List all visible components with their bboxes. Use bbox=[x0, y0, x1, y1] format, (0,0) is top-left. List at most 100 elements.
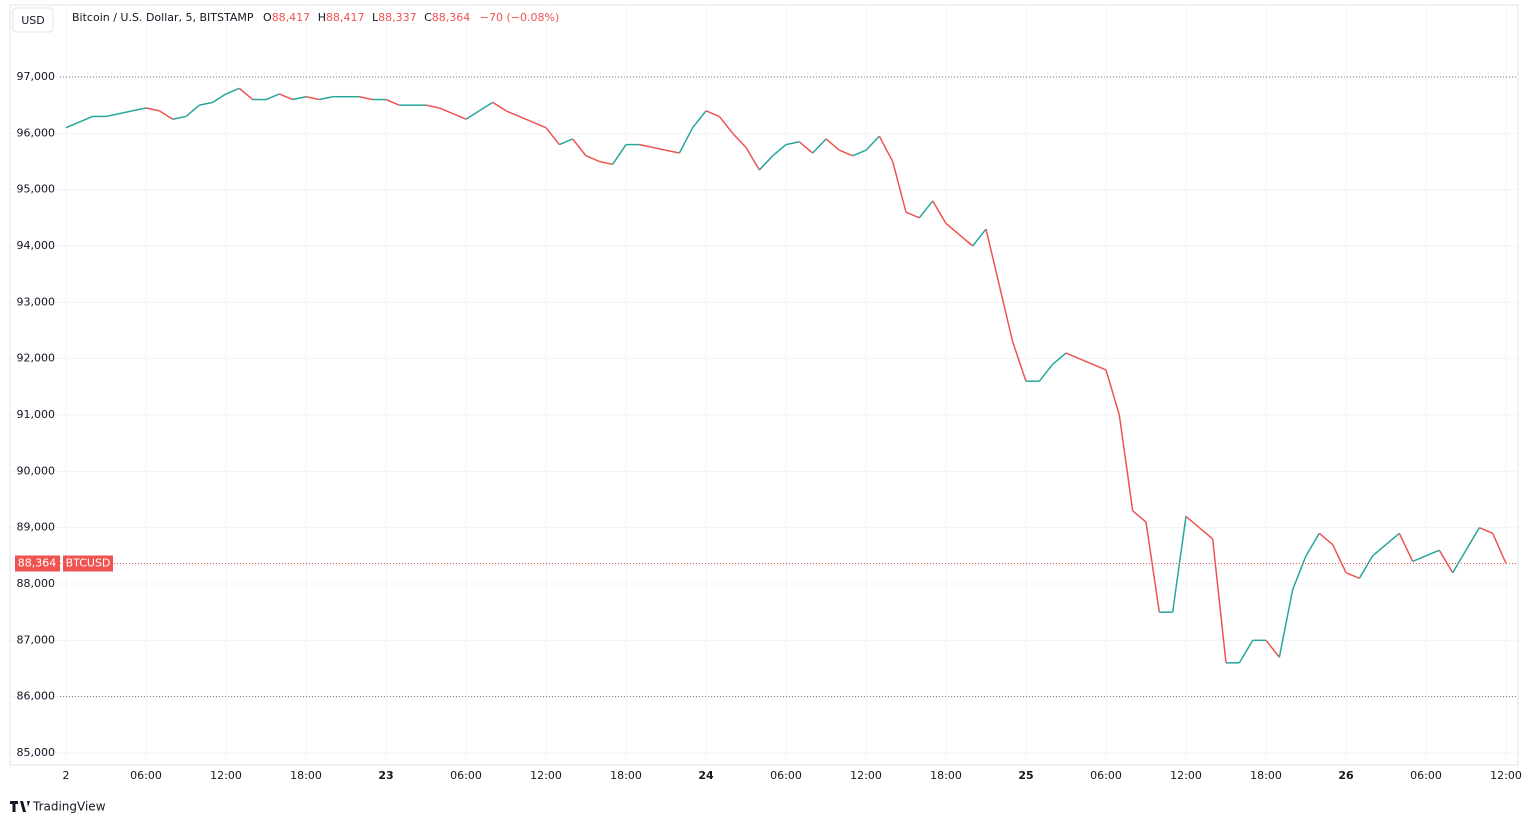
y-tick-label: 86,000 bbox=[17, 690, 56, 703]
price-segment bbox=[1079, 357, 1093, 365]
x-tick-label: 12:00 bbox=[1170, 769, 1202, 782]
x-tick-label: 06:00 bbox=[450, 769, 482, 782]
y-tick-label: 91,000 bbox=[17, 408, 56, 421]
price-segment bbox=[972, 228, 987, 247]
price-segment bbox=[1479, 526, 1493, 534]
price-segment bbox=[905, 211, 920, 219]
price-segment bbox=[891, 161, 907, 213]
last-price-box bbox=[15, 555, 60, 572]
y-tick-label: 90,000 bbox=[17, 464, 56, 477]
x-tick-label: 2 bbox=[63, 769, 70, 782]
price-segment bbox=[1491, 532, 1507, 564]
price-segment bbox=[1291, 555, 1307, 590]
price-segment bbox=[452, 112, 467, 120]
price-segment bbox=[238, 87, 254, 101]
price-segment bbox=[1211, 538, 1227, 663]
price-segment bbox=[758, 155, 774, 171]
x-tick-label: 12:00 bbox=[530, 769, 562, 782]
price-segment bbox=[772, 144, 787, 157]
high: 88,417 bbox=[326, 11, 365, 24]
price-segment bbox=[1331, 544, 1347, 574]
price-segment bbox=[1345, 572, 1360, 580]
price-segment bbox=[985, 228, 1001, 286]
price-segment bbox=[1398, 532, 1414, 562]
price-segment bbox=[199, 101, 213, 106]
price-segment bbox=[1372, 543, 1387, 557]
price-segment bbox=[1198, 527, 1214, 540]
change: −70 (−0.08%) bbox=[480, 11, 559, 24]
x-tick-label: 18:00 bbox=[930, 769, 962, 782]
l-key: L bbox=[372, 11, 379, 24]
brand: TradingView bbox=[32, 800, 106, 814]
price-segment bbox=[65, 121, 80, 129]
price-segment bbox=[132, 107, 147, 112]
price-segment bbox=[212, 93, 227, 103]
price-segment bbox=[798, 141, 814, 154]
y-tick-label: 88,000 bbox=[17, 577, 56, 590]
price-segment bbox=[439, 107, 453, 115]
c-key: C bbox=[424, 11, 432, 24]
x-tick-label: 25 bbox=[1018, 769, 1033, 782]
y-tick-label: 97,000 bbox=[17, 70, 56, 83]
open: 88,417 bbox=[272, 11, 311, 24]
x-tick-label: 23 bbox=[378, 769, 393, 782]
price-segment bbox=[225, 87, 240, 95]
price-segment bbox=[532, 121, 547, 129]
x-tick-label: 12:00 bbox=[1490, 769, 1522, 782]
price-segment bbox=[998, 285, 1014, 342]
x-tick-label: 06:00 bbox=[1090, 769, 1122, 782]
price-segment bbox=[545, 127, 560, 146]
x-tick-label: 26 bbox=[1338, 769, 1354, 782]
x-tick-label: 24 bbox=[698, 769, 714, 782]
price-segment bbox=[292, 95, 307, 101]
price-segment bbox=[1065, 352, 1080, 360]
price-segment bbox=[852, 149, 867, 157]
y-tick-label: 85,000 bbox=[17, 746, 56, 759]
price-segment bbox=[1412, 555, 1427, 563]
price-segment bbox=[265, 93, 280, 101]
x-tick-label: 18:00 bbox=[610, 769, 642, 782]
price-segment bbox=[79, 115, 93, 123]
price-segment bbox=[718, 115, 734, 134]
price-segment bbox=[918, 200, 934, 219]
price-segment bbox=[505, 110, 520, 118]
chart-frame bbox=[9, 4, 1519, 766]
price-segment bbox=[1452, 549, 1467, 574]
price-segment bbox=[958, 234, 974, 247]
price-segment bbox=[1358, 555, 1374, 579]
price-segment bbox=[279, 93, 293, 101]
price-segment bbox=[599, 160, 613, 166]
price-segment bbox=[612, 144, 627, 165]
price-segment bbox=[665, 149, 680, 154]
price-segment bbox=[1278, 589, 1294, 658]
price-segment bbox=[1105, 369, 1121, 416]
price-segment bbox=[1132, 510, 1147, 523]
price-segment bbox=[105, 112, 120, 118]
price-segment bbox=[1011, 341, 1027, 382]
price-segment bbox=[1171, 516, 1187, 613]
price-segment bbox=[1118, 414, 1134, 511]
x-tick-label: 06:00 bbox=[1410, 769, 1442, 782]
price-segment bbox=[1318, 532, 1334, 546]
price-segment bbox=[1145, 521, 1161, 613]
symbol-label: BTCUSD bbox=[66, 556, 111, 569]
price-segment bbox=[1438, 549, 1454, 574]
price-segment bbox=[492, 101, 507, 112]
price-segment bbox=[878, 135, 894, 162]
price-segment bbox=[425, 104, 440, 109]
legend-line: Bitcoin / U.S. Dollar, 5, BITSTAMP O88,4… bbox=[72, 11, 559, 24]
price-segment bbox=[559, 138, 573, 146]
currency-button[interactable] bbox=[12, 7, 54, 33]
y-tick-label: 96,000 bbox=[17, 126, 56, 139]
x-tick-label: 06:00 bbox=[130, 769, 162, 782]
price-segment bbox=[305, 95, 320, 101]
price-segment bbox=[839, 149, 853, 157]
price-segment bbox=[825, 138, 840, 151]
y-tick-label: 95,000 bbox=[17, 183, 56, 196]
symbol-box bbox=[63, 555, 113, 572]
price-segment bbox=[1038, 363, 1054, 382]
price-segment bbox=[385, 98, 400, 106]
price-segment bbox=[1305, 532, 1320, 557]
